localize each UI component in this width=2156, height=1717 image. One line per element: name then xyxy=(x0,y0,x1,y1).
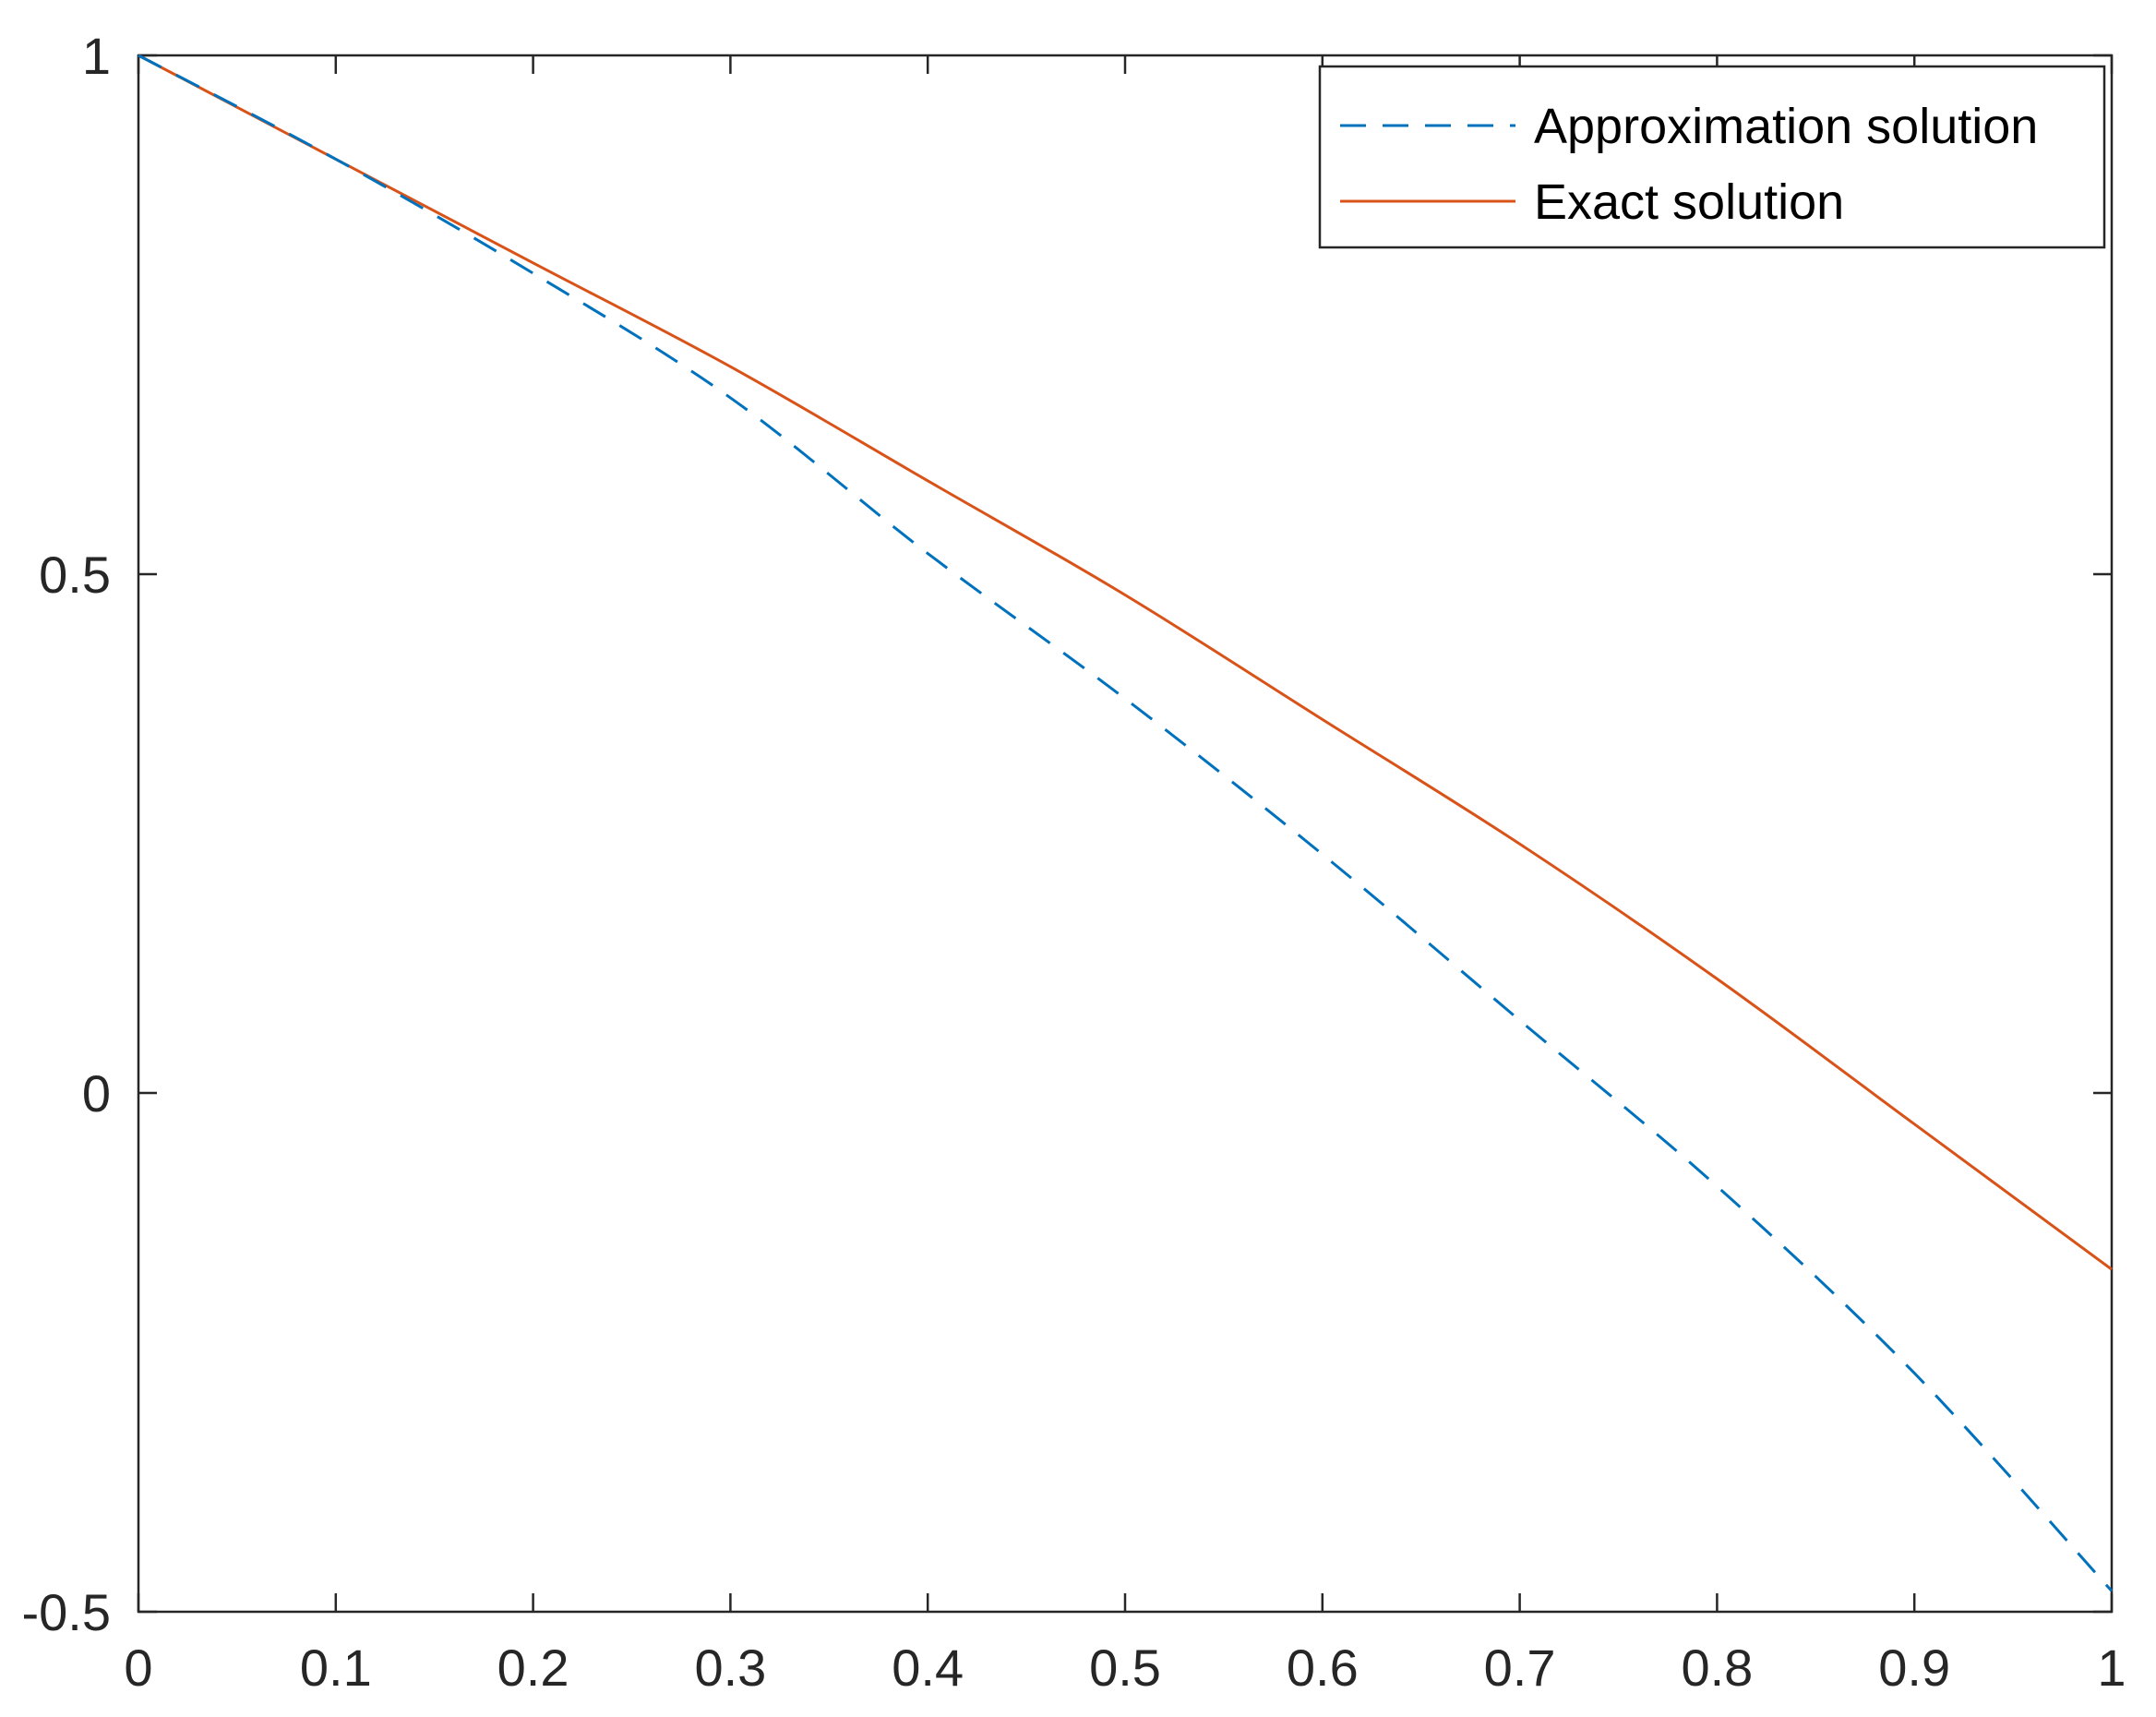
x-tick-label: 0.4 xyxy=(892,1639,964,1697)
series-line-exact xyxy=(138,54,2113,1271)
x-tick-label: 0.9 xyxy=(1878,1639,1950,1697)
y-tick-label: 0 xyxy=(82,1064,111,1123)
y-tick-label: 0.5 xyxy=(39,546,111,604)
x-tick-label: 0.7 xyxy=(1484,1639,1556,1697)
plot-box xyxy=(137,54,2114,1614)
legend-box xyxy=(1318,65,2106,249)
x-tick-label: 1 xyxy=(2097,1639,2126,1697)
legend-label: Exact solution xyxy=(1534,174,1844,230)
x-tick-label: 0.8 xyxy=(1681,1639,1753,1697)
x-tick-label: 0 xyxy=(124,1639,152,1697)
x-tick-label: 0.5 xyxy=(1089,1639,1161,1697)
x-axis: 0 0.1 0.2 0.3 0.4 0.5 0.6 0.7 0.8 0.9 1 xyxy=(124,55,2126,1697)
x-tick-label: 0.1 xyxy=(300,1639,372,1697)
series-line-approximation xyxy=(138,54,2114,1592)
series-layer xyxy=(138,54,2114,1592)
y-axis: -0.5 0 0.5 1 xyxy=(22,27,2112,1641)
x-tick-label: 0.6 xyxy=(1287,1639,1359,1697)
x-tick-label: 0.3 xyxy=(694,1639,766,1697)
x-tick-label: 0.2 xyxy=(497,1639,569,1697)
legend: Approximation solution Exact solution xyxy=(1318,65,2106,249)
legend-label: Approximation solution xyxy=(1534,99,2038,154)
y-tick-label: 1 xyxy=(82,27,111,85)
plot-area xyxy=(137,54,2114,1614)
y-tick-label: -0.5 xyxy=(22,1583,112,1641)
